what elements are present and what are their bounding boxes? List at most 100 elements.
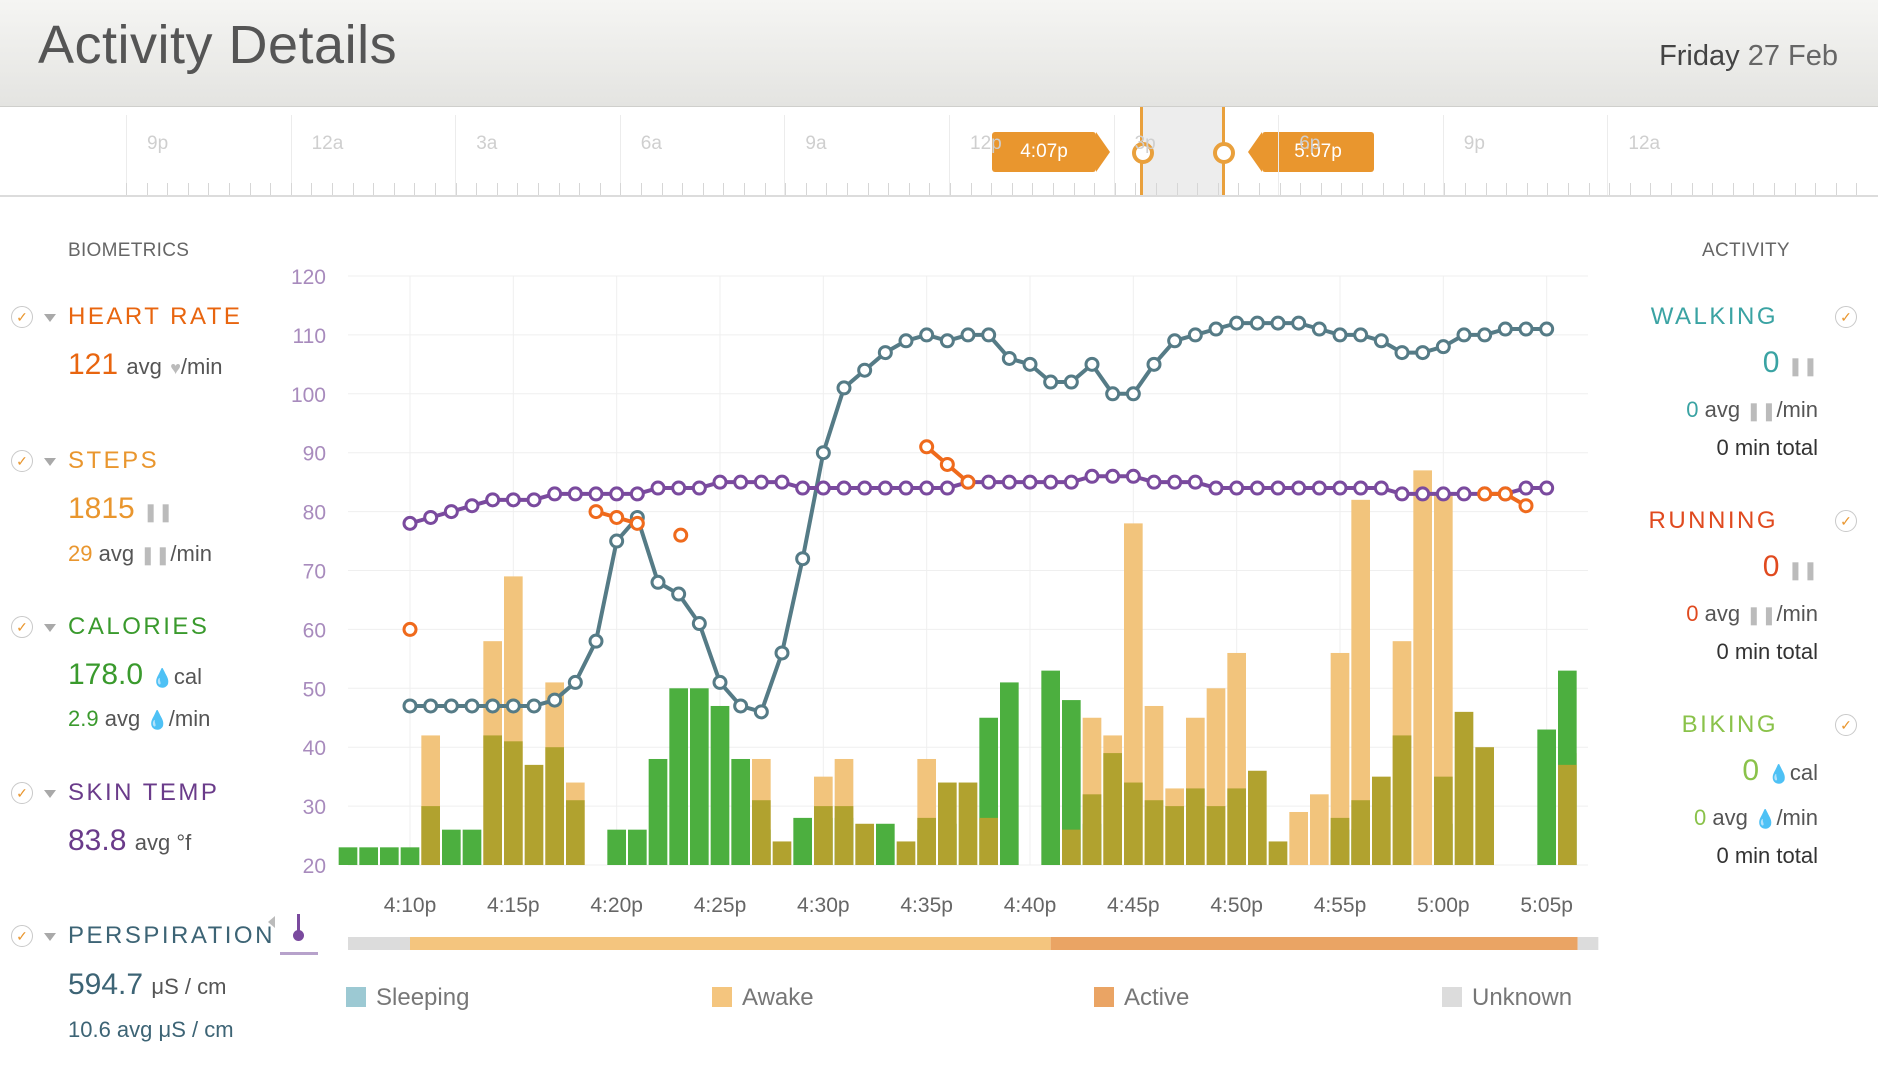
heart-rate-chevron-down-icon[interactable] (44, 314, 56, 322)
timeline-tick (414, 183, 416, 195)
series-point (1084, 356, 1100, 372)
series-point (505, 492, 521, 508)
timeline-selection[interactable] (1140, 107, 1225, 195)
timeline-tick (929, 183, 931, 195)
perspiration-chevron-down-icon[interactable] (44, 933, 56, 941)
series-point (547, 692, 563, 708)
skin-temp-title[interactable]: SKIN TEMP (68, 779, 220, 806)
timeline-tick (352, 183, 354, 195)
calories-avg: 2.9 (68, 706, 99, 731)
timeline-tick (744, 183, 745, 195)
timeline-tick (991, 183, 993, 195)
series-point (1497, 321, 1513, 337)
steps-rate-point (960, 474, 976, 490)
perspiration-title[interactable]: PERSPIRATION (68, 922, 275, 949)
steps-avg-label: avg (98, 541, 135, 566)
bar-calories (380, 847, 399, 865)
series-point (733, 474, 749, 490)
bar-steps (1351, 800, 1370, 865)
series-point (1373, 333, 1389, 349)
series-point (712, 674, 728, 690)
thermometer-icon[interactable] (280, 908, 318, 955)
biking-per: /min (1776, 805, 1818, 830)
heart-rate-check-icon[interactable]: ✓ (11, 306, 33, 328)
heart-rate-title[interactable]: HEART RATE (68, 303, 243, 330)
collapse-arrow-icon[interactable] (268, 916, 275, 928)
series-point (588, 486, 604, 502)
timeline-tick (558, 183, 560, 195)
y-tick-label: 120 (291, 266, 326, 289)
series-point (609, 533, 625, 549)
perspiration-check-icon[interactable]: ✓ (11, 925, 33, 947)
walking-check-icon[interactable]: ✓ (1835, 306, 1857, 328)
flame-icon: 💧 (151, 668, 174, 688)
timeline-tick (682, 183, 684, 195)
timeline-tick (1526, 183, 1528, 195)
bar-awake-steps (1310, 794, 1329, 865)
running-title[interactable]: RUNNING (1648, 507, 1778, 534)
timeline-tick (1485, 183, 1487, 195)
legend-unknown-swatch (1442, 987, 1462, 1007)
series-point (1456, 327, 1472, 343)
timeline-tick (126, 183, 127, 195)
timeline-tick (517, 183, 519, 195)
steps-per: /min (170, 541, 212, 566)
steps-rate-point (1477, 486, 1493, 502)
bar-calories (359, 847, 378, 865)
timeline-hour-label: 3a (476, 133, 498, 154)
series-point (1105, 386, 1121, 402)
series-point (505, 698, 521, 714)
series-point (795, 480, 811, 496)
y-tick-label: 100 (291, 384, 326, 407)
biking-value: 0 💧cal (1742, 754, 1818, 788)
series-point (443, 504, 459, 520)
end-time-flag[interactable]: 5:07p (1248, 132, 1374, 172)
steps-chevron-down-icon[interactable] (44, 458, 56, 466)
timeline-tick (229, 183, 230, 195)
start-time-flag[interactable]: 4:07p (992, 132, 1110, 172)
y-tick-label: 70 (303, 561, 326, 584)
series-point (1187, 474, 1203, 490)
series-point (1001, 474, 1017, 490)
walking-avg: 0 (1686, 397, 1699, 422)
series-point (1435, 339, 1451, 355)
series-point (671, 586, 687, 602)
skin-temp-check-icon[interactable]: ✓ (11, 782, 33, 804)
steps-rate-point (939, 456, 955, 472)
start-handle[interactable] (1132, 142, 1154, 164)
y-tick-label: 110 (293, 325, 326, 348)
skin-temp-chevron-down-icon[interactable] (44, 790, 56, 798)
bar-steps (958, 782, 978, 865)
series-point (1394, 345, 1410, 361)
series-point (1332, 480, 1348, 496)
steps-title[interactable]: STEPS (68, 447, 160, 474)
timeline-tick (1423, 183, 1425, 195)
series-point (1167, 333, 1183, 349)
series-point (1332, 327, 1348, 343)
bar-steps (421, 806, 440, 865)
timeline-tick (1403, 183, 1405, 195)
calories-title[interactable]: CALORIES (68, 613, 210, 640)
series-point (939, 480, 955, 496)
end-handle[interactable] (1213, 142, 1235, 164)
calories-chevron-down-icon[interactable] (44, 624, 56, 632)
timeline-tick (1609, 183, 1611, 195)
timeline-tick (661, 183, 663, 195)
running-check-icon[interactable]: ✓ (1835, 510, 1857, 532)
bar-calories (648, 758, 668, 865)
day-timeline[interactable]: 4:07p 5:07p 9p 12a 3a 6a 9a 12p 3p 6p 9p 12a (0, 107, 1878, 197)
steps-check-icon[interactable]: ✓ (11, 450, 33, 472)
series-point (836, 480, 852, 496)
series-point (629, 486, 645, 502)
biking-check-icon[interactable]: ✓ (1835, 714, 1857, 736)
steps-avg-line: 29 avg ❚❚/min (68, 541, 212, 567)
series-point (1539, 321, 1555, 337)
walking-total: 0 min total (1716, 435, 1819, 460)
biking-title[interactable]: BIKING (1681, 711, 1778, 738)
calories-check-icon[interactable]: ✓ (11, 616, 33, 638)
bar-awake-steps (1289, 811, 1308, 865)
walking-title[interactable]: WALKING (1650, 303, 1778, 330)
timeline-tick (950, 183, 951, 195)
bar-steps (772, 841, 792, 865)
